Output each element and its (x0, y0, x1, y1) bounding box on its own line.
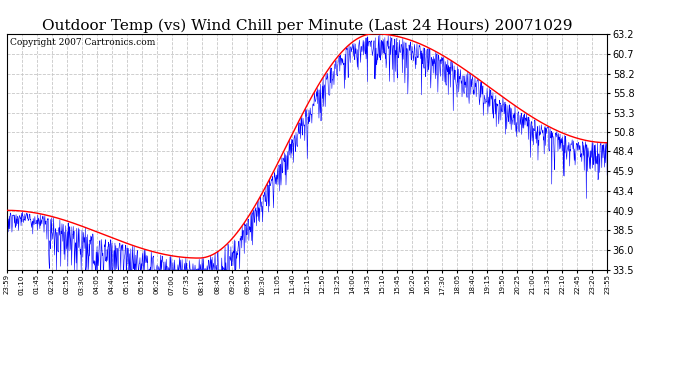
Title: Outdoor Temp (vs) Wind Chill per Minute (Last 24 Hours) 20071029: Outdoor Temp (vs) Wind Chill per Minute … (42, 18, 572, 33)
Text: Copyright 2007 Cartronics.com: Copyright 2007 Cartronics.com (10, 39, 155, 48)
